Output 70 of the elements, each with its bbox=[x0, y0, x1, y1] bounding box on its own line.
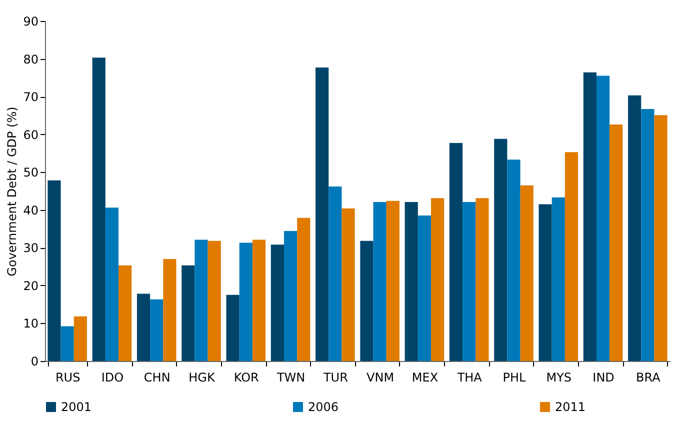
x-tick-label: MEX bbox=[412, 370, 438, 384]
legend-label: 2001 bbox=[61, 400, 92, 414]
bar bbox=[610, 124, 623, 361]
bar bbox=[136, 294, 150, 361]
bar bbox=[628, 95, 642, 361]
bar bbox=[328, 186, 342, 361]
legend-label: 2006 bbox=[308, 400, 339, 414]
bar bbox=[538, 204, 552, 361]
x-tick-label: TUR bbox=[322, 370, 348, 384]
bar bbox=[596, 76, 610, 361]
x-tick-label: PHL bbox=[502, 370, 526, 384]
x-tick-label: IND bbox=[592, 370, 614, 384]
bar bbox=[476, 198, 489, 361]
bar bbox=[520, 185, 534, 361]
legend-label: 2011 bbox=[555, 400, 586, 414]
bar bbox=[194, 240, 208, 361]
bar bbox=[105, 208, 119, 361]
bar bbox=[404, 202, 418, 361]
bar bbox=[494, 138, 508, 361]
y-tick-label: 0 bbox=[30, 354, 38, 368]
y-axis-title: Government Debt / GDP (%) bbox=[5, 106, 20, 276]
bar bbox=[386, 200, 400, 361]
bar bbox=[48, 180, 61, 361]
x-tick-label: CHN bbox=[144, 370, 170, 384]
y-tick-label: 50 bbox=[23, 166, 38, 180]
bar bbox=[360, 240, 374, 361]
x-tick-label: HGK bbox=[188, 370, 216, 384]
x-tick-label: MYS bbox=[546, 370, 572, 384]
x-tick-label: VNM bbox=[366, 370, 394, 384]
y-tick-label: 80 bbox=[23, 52, 38, 66]
x-tick-label: IDO bbox=[101, 370, 124, 384]
bar bbox=[74, 316, 87, 361]
bar bbox=[182, 265, 195, 361]
bar bbox=[60, 326, 74, 361]
bar bbox=[552, 197, 565, 361]
bar bbox=[583, 72, 596, 361]
bar bbox=[431, 198, 444, 361]
bar bbox=[373, 202, 386, 361]
bar bbox=[284, 231, 298, 361]
y-tick-label: 40 bbox=[23, 203, 38, 218]
bar bbox=[418, 216, 432, 361]
bar bbox=[92, 58, 106, 361]
bar bbox=[641, 109, 654, 361]
y-tick-label: 70 bbox=[23, 90, 38, 104]
y-tick-label: 60 bbox=[23, 128, 38, 142]
x-tick-label: BRA bbox=[636, 370, 662, 384]
bar bbox=[654, 115, 668, 361]
y-tick-label: 90 bbox=[23, 14, 38, 28]
bar bbox=[239, 242, 252, 361]
bar bbox=[270, 244, 284, 361]
bar bbox=[342, 208, 355, 361]
bar bbox=[150, 299, 164, 361]
y-tick-label: 20 bbox=[23, 278, 38, 293]
bar bbox=[564, 152, 578, 361]
bar bbox=[252, 240, 266, 361]
bar bbox=[462, 202, 476, 361]
bar bbox=[118, 265, 132, 361]
bar bbox=[507, 160, 520, 361]
bar bbox=[163, 259, 176, 361]
y-tick-label: 10 bbox=[23, 316, 38, 331]
x-tick-label: RUS bbox=[55, 370, 80, 384]
bar bbox=[226, 294, 240, 361]
x-tick-label: KOR bbox=[234, 370, 259, 384]
bar bbox=[208, 240, 221, 361]
bar bbox=[297, 218, 310, 361]
bar bbox=[316, 67, 329, 361]
y-tick-label: 30 bbox=[23, 241, 38, 256]
bar bbox=[449, 143, 463, 361]
x-tick-label: TWN bbox=[276, 370, 306, 384]
x-tick-label: THA bbox=[456, 370, 483, 384]
